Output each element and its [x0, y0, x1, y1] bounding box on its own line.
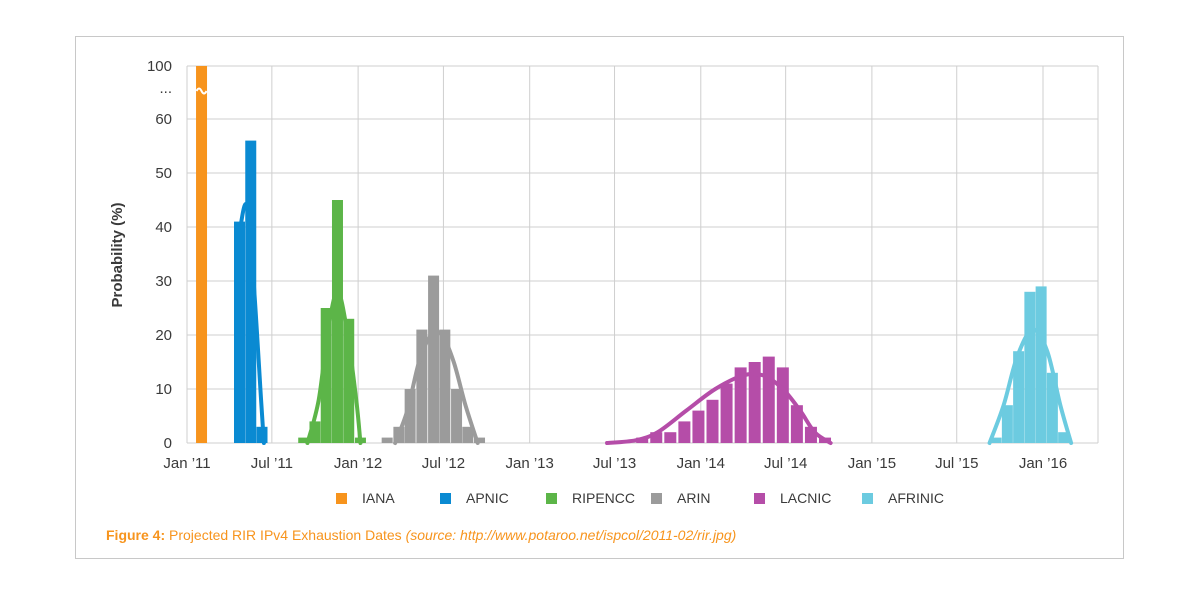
x-tick-label: Jan ’15 [848, 455, 896, 472]
y-tick-label: 50 [155, 165, 172, 182]
bar-ripencc [331, 200, 343, 443]
figure-label: Figure 4: [106, 527, 166, 543]
legend-label-afrinic: AFRINIC [888, 490, 944, 506]
bar-arin [416, 329, 428, 443]
legend-label-ripencc: RIPENCC [572, 490, 635, 506]
axis-break-mark [195, 87, 208, 95]
bar-lacnic [734, 367, 747, 443]
y-tick-label: ... [159, 80, 172, 97]
legend-swatch-apnic [440, 493, 451, 504]
figure-source: (source: http://www.potaroo.net/ispcol/2… [405, 527, 737, 543]
bar-afrinic [1024, 291, 1036, 443]
chart-curves [237, 202, 1074, 445]
x-tick-label: Jan ’16 [1019, 455, 1067, 472]
bar-iana [196, 66, 208, 443]
bar-apnic [234, 221, 246, 443]
curve-apnic [237, 202, 266, 445]
y-tick-label: 30 [155, 273, 172, 290]
curve-arin [393, 329, 480, 445]
x-tick-label: Jan ’11 [163, 455, 210, 472]
x-tick-label: Jul ’15 [935, 455, 978, 472]
legend-swatch-iana [336, 493, 347, 504]
bar-arin [462, 426, 474, 443]
bar-afrinic [990, 437, 1002, 443]
bar-arin [451, 389, 463, 443]
bar-lacnic [650, 432, 663, 443]
x-tick-label: Jan ’14 [677, 455, 725, 472]
bar-arin [381, 437, 393, 443]
bar-arin [428, 275, 440, 443]
bar-lacnic [748, 362, 761, 443]
bar-lacnic [664, 432, 677, 443]
bar-ripencc [298, 437, 310, 443]
bar-ripencc [309, 421, 321, 443]
chart-axes: 0 10 20 30 40 50 60... 100 Jan ’11 Jul ’11 Jan ’12… [109, 58, 1067, 472]
legend-label-lacnic: LACNIC [780, 490, 831, 506]
bar-lacnic [678, 421, 691, 443]
x-tick-label: Jul ’14 [764, 455, 807, 472]
y-tick-label: 20 [155, 327, 172, 344]
legend-label-apnic: APNIC [466, 490, 509, 506]
bar-arin [439, 329, 451, 443]
x-tick-label: Jul ’11 [251, 455, 293, 472]
bar-apnic [245, 140, 257, 443]
x-tick-label: Jan ’12 [334, 455, 382, 472]
curve-ripencc [305, 289, 363, 445]
bar-afrinic [1013, 351, 1025, 443]
bar-lacnic [762, 356, 775, 443]
y-tick-label: 60 [155, 111, 172, 128]
legend-swatch-lacnic [754, 493, 765, 504]
x-tick-label: Jan ’13 [505, 455, 553, 472]
x-tick-label: Jul ’12 [422, 455, 465, 472]
bar-lacnic [790, 405, 803, 443]
curve-lacnic [605, 371, 833, 445]
chart-bars [195, 66, 1070, 443]
bar-afrinic [1058, 432, 1070, 443]
y-axis-label: Probability (%) [109, 202, 126, 307]
figure-caption: Figure 4: Projected RIR IPv4 Exhaustion … [106, 527, 736, 543]
y-tick-label: 0 [164, 435, 172, 452]
legend-swatch-ripencc [546, 493, 557, 504]
x-tick-label: Jul ’13 [593, 455, 636, 472]
y-tick-label: 100 [147, 58, 172, 75]
legend-label-arin: ARIN [677, 490, 710, 506]
legend-swatch-afrinic [862, 493, 873, 504]
bar-lacnic [692, 410, 705, 443]
chart-legend: IANA APNIC RIPENCC ARIN LACNIC AFRINIC [336, 490, 944, 506]
bar-lacnic [720, 383, 733, 443]
y-tick-label: 10 [155, 381, 172, 398]
bar-ripencc [320, 308, 332, 443]
bar-afrinic [1046, 372, 1058, 443]
bar-lacnic [706, 399, 719, 443]
y-tick-label: 40 [155, 219, 172, 236]
bar-arin [474, 437, 486, 443]
bar-ripencc [343, 318, 355, 443]
bar-afrinic [1035, 286, 1047, 443]
figure-title: Projected RIR IPv4 Exhaustion Dates [169, 527, 402, 543]
legend-label-iana: IANA [362, 490, 395, 506]
bar-arin [404, 389, 416, 443]
bar-lacnic [776, 367, 789, 443]
legend-swatch-arin [651, 493, 662, 504]
bar-afrinic [1001, 405, 1013, 443]
curve-afrinic [987, 327, 1074, 445]
